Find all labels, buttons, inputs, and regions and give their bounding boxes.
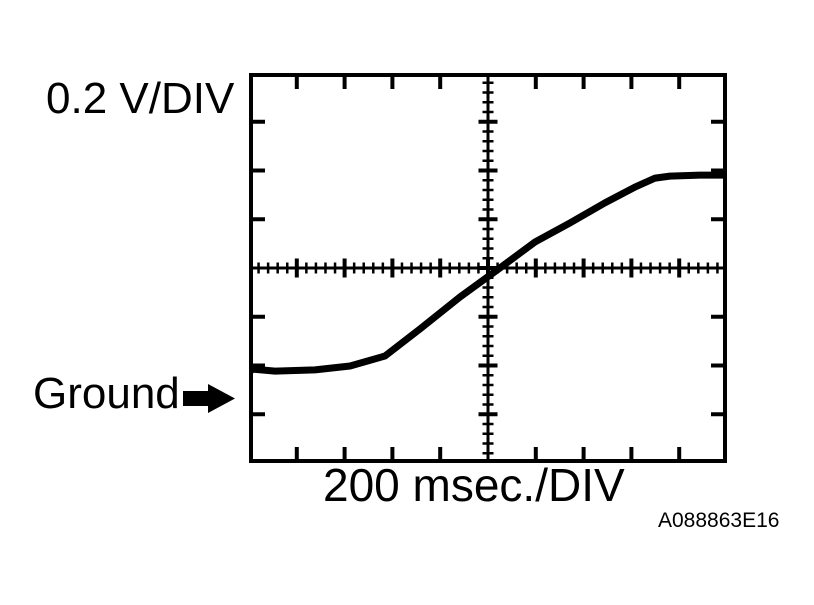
oscilloscope-display (244, 73, 730, 463)
waveform-trace (246, 171, 730, 375)
oscilloscope-grid (244, 73, 730, 463)
horizontal-scale-label: 200 msec./DIV (323, 459, 625, 511)
figure-code: A088863E16 (658, 509, 780, 532)
vertical-scale-label: 0.2 V/DIV (46, 74, 235, 123)
ground-arrow-icon (183, 384, 235, 413)
ground-label: Ground (33, 369, 180, 418)
